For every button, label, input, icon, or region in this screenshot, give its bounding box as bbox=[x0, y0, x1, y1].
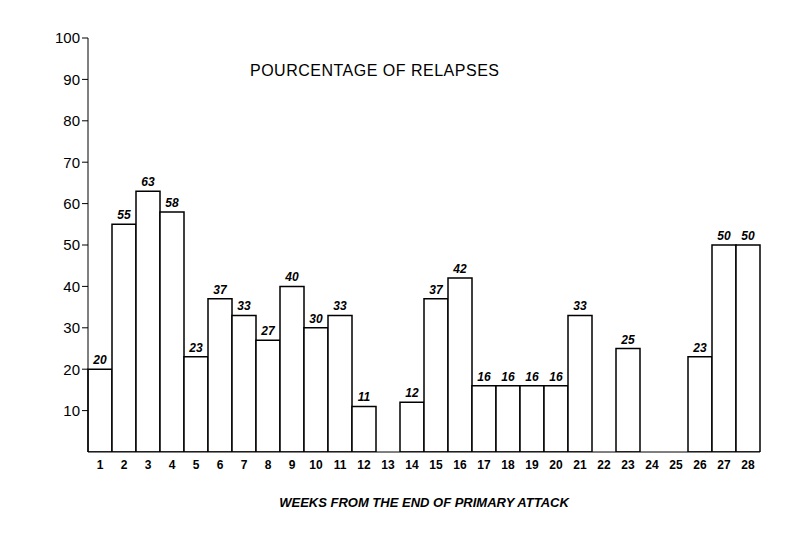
svg-text:40: 40 bbox=[284, 270, 299, 284]
svg-text:11: 11 bbox=[334, 458, 347, 472]
svg-text:33: 33 bbox=[237, 299, 251, 313]
svg-text:23: 23 bbox=[188, 341, 203, 355]
svg-text:70: 70 bbox=[63, 154, 80, 171]
svg-text:20: 20 bbox=[92, 353, 107, 367]
svg-text:30: 30 bbox=[309, 312, 323, 326]
svg-text:5: 5 bbox=[193, 458, 200, 472]
svg-text:16: 16 bbox=[525, 370, 539, 384]
svg-text:63: 63 bbox=[141, 175, 155, 189]
svg-text:1: 1 bbox=[97, 458, 104, 472]
svg-text:10: 10 bbox=[309, 458, 323, 472]
svg-text:2: 2 bbox=[121, 458, 128, 472]
svg-text:16: 16 bbox=[477, 370, 491, 384]
svg-text:33: 33 bbox=[333, 299, 347, 313]
svg-text:21: 21 bbox=[573, 458, 587, 472]
svg-text:26: 26 bbox=[693, 458, 707, 472]
svg-text:16: 16 bbox=[549, 370, 563, 384]
svg-text:27: 27 bbox=[260, 324, 276, 338]
svg-text:12: 12 bbox=[357, 458, 371, 472]
svg-text:50: 50 bbox=[63, 236, 80, 253]
svg-text:3: 3 bbox=[145, 458, 152, 472]
svg-text:20: 20 bbox=[549, 458, 563, 472]
svg-text:55: 55 bbox=[117, 208, 131, 222]
svg-text:23: 23 bbox=[692, 341, 707, 355]
svg-text:60: 60 bbox=[63, 195, 80, 212]
svg-text:17: 17 bbox=[477, 458, 491, 472]
svg-text:WEEKS FROM THE END OF PRIMARY: WEEKS FROM THE END OF PRIMARY ATTACK bbox=[279, 495, 570, 510]
svg-text:30: 30 bbox=[63, 319, 80, 336]
svg-text:6: 6 bbox=[217, 458, 224, 472]
svg-text:13: 13 bbox=[381, 458, 395, 472]
svg-text:25: 25 bbox=[669, 458, 683, 472]
svg-text:8: 8 bbox=[265, 458, 272, 472]
svg-text:25: 25 bbox=[620, 333, 635, 347]
svg-text:7: 7 bbox=[241, 458, 248, 472]
svg-text:18: 18 bbox=[501, 458, 515, 472]
svg-text:12: 12 bbox=[405, 386, 419, 400]
svg-text:19: 19 bbox=[525, 458, 539, 472]
svg-text:33: 33 bbox=[573, 299, 587, 313]
svg-text:24: 24 bbox=[645, 458, 659, 472]
svg-text:14: 14 bbox=[405, 458, 419, 472]
svg-text:23: 23 bbox=[621, 458, 635, 472]
svg-text:50: 50 bbox=[741, 229, 755, 243]
svg-text:4: 4 bbox=[169, 458, 176, 472]
svg-text:80: 80 bbox=[63, 112, 80, 129]
html-text:POURCENTAGE OF RELAPSES: POURCENTAGE OF RELAPSES bbox=[250, 62, 500, 79]
svg-text:10: 10 bbox=[63, 402, 80, 419]
svg-text:37: 37 bbox=[213, 283, 228, 297]
svg-text:9: 9 bbox=[289, 458, 296, 472]
svg-text:16: 16 bbox=[453, 458, 467, 472]
svg-text:100: 100 bbox=[55, 29, 80, 46]
svg-text:28: 28 bbox=[741, 458, 755, 472]
svg-text:58: 58 bbox=[165, 196, 179, 210]
svg-text:27: 27 bbox=[717, 458, 731, 472]
svg-text:16: 16 bbox=[501, 370, 515, 384]
svg-text:20: 20 bbox=[63, 361, 80, 378]
svg-text:90: 90 bbox=[63, 71, 80, 88]
svg-text:22: 22 bbox=[597, 458, 611, 472]
svg-text:15: 15 bbox=[429, 458, 443, 472]
svg-text:42: 42 bbox=[452, 262, 467, 276]
svg-text:37: 37 bbox=[429, 283, 444, 297]
svg-text:50: 50 bbox=[717, 229, 731, 243]
svg-text:40: 40 bbox=[63, 278, 80, 295]
svg-text:11: 11 bbox=[358, 390, 371, 404]
